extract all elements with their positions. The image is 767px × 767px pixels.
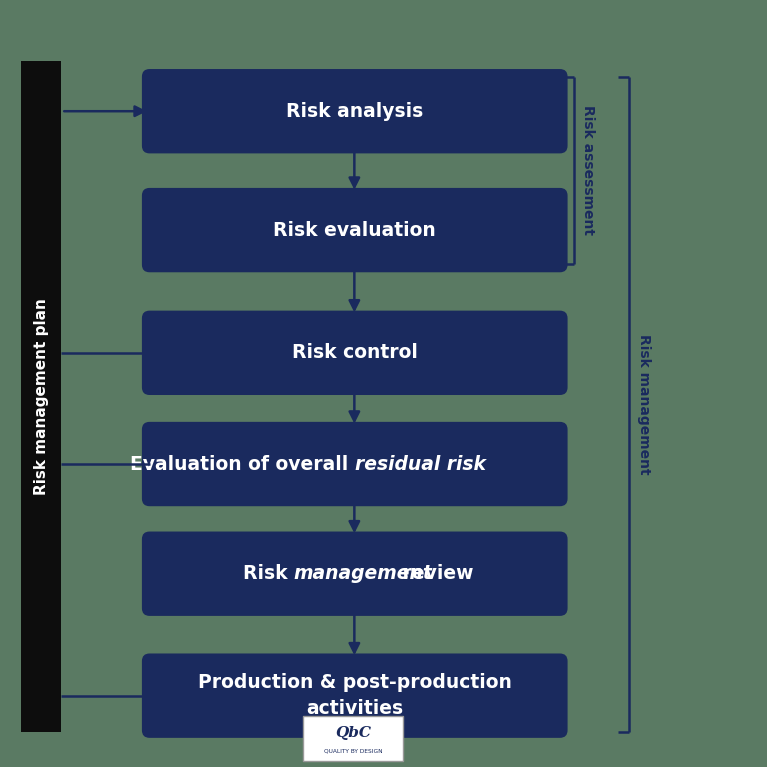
FancyBboxPatch shape [142, 422, 568, 506]
Text: Risk evaluation: Risk evaluation [273, 221, 436, 239]
Text: review: review [396, 565, 473, 583]
FancyBboxPatch shape [142, 69, 568, 153]
Text: QUALITY BY DESIGN: QUALITY BY DESIGN [324, 749, 382, 753]
FancyBboxPatch shape [303, 716, 403, 761]
Text: residual risk: residual risk [354, 455, 486, 473]
Text: Risk assessment: Risk assessment [581, 105, 595, 235]
Text: Risk management plan: Risk management plan [34, 298, 49, 495]
Text: Risk management: Risk management [637, 334, 650, 475]
Text: Production & post-production
activities: Production & post-production activities [198, 673, 512, 718]
Text: Evaluation of overall: Evaluation of overall [130, 455, 354, 473]
Text: QbC: QbC [335, 726, 370, 740]
FancyBboxPatch shape [142, 188, 568, 272]
FancyBboxPatch shape [142, 311, 568, 395]
FancyBboxPatch shape [142, 653, 568, 738]
Text: Risk: Risk [242, 565, 294, 583]
Text: Risk control: Risk control [291, 344, 418, 362]
FancyBboxPatch shape [21, 61, 61, 732]
Text: management: management [294, 565, 433, 583]
FancyBboxPatch shape [142, 532, 568, 616]
Text: Risk analysis: Risk analysis [286, 102, 423, 120]
